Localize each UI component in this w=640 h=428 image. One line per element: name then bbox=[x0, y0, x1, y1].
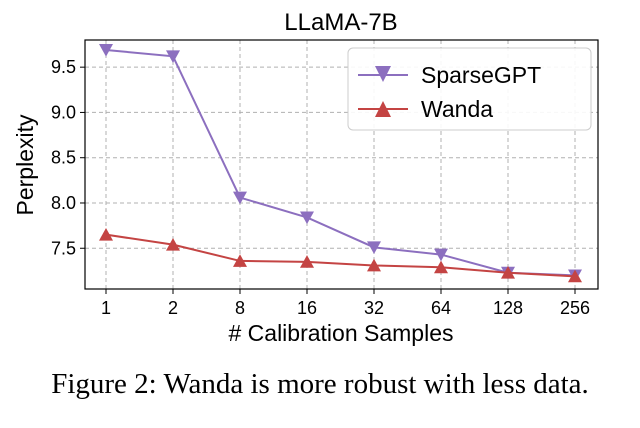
x-tick-label: 8 bbox=[235, 298, 245, 318]
data-point-sparsegpt bbox=[99, 44, 113, 57]
legend-label-sparsegpt: SparseGPT bbox=[421, 62, 541, 88]
data-point-wanda bbox=[99, 228, 113, 241]
x-tick-label: 32 bbox=[364, 298, 384, 318]
y-tick-label: 9.0 bbox=[51, 102, 76, 122]
data-point-wanda bbox=[300, 255, 314, 268]
series-line-wanda bbox=[105, 233, 576, 278]
legend-marker-wanda bbox=[375, 101, 391, 117]
x-tick-label: 128 bbox=[493, 298, 523, 318]
chart: 1 2 8 16 32 64 128 256 7.58.08.59.09.5 LLaMA-7B… bbox=[12, 9, 599, 346]
x-tick-label: 64 bbox=[431, 298, 451, 318]
y-tick-label: 8.0 bbox=[51, 193, 76, 213]
data-point-sparsegpt bbox=[233, 191, 247, 205]
figure-caption: Figure 2: Wanda is more robust with less… bbox=[51, 368, 589, 400]
legend-box bbox=[347, 47, 592, 131]
series-layer bbox=[99, 44, 582, 283]
series-line-sparsegpt bbox=[105, 48, 576, 277]
chart-title: LLaMA-7B bbox=[284, 9, 397, 36]
x-axis-ticks: 1 2 8 16 32 64 128 256 bbox=[101, 289, 590, 318]
x-tick-label: 1 bbox=[101, 298, 111, 318]
data-point-wanda bbox=[166, 237, 180, 251]
x-tick-label: 256 bbox=[560, 298, 590, 318]
data-point-wanda bbox=[367, 258, 381, 272]
x-tick-label: 2 bbox=[168, 298, 178, 318]
plot-frame bbox=[84, 39, 599, 290]
x-tick-label: 16 bbox=[297, 298, 317, 318]
data-point-sparsegpt bbox=[434, 248, 448, 262]
legend: SparseGPT Wanda bbox=[347, 47, 592, 131]
data-point-wanda bbox=[233, 254, 247, 267]
y-axis-label: Perplexity bbox=[12, 114, 38, 215]
y-tick-label: 8.5 bbox=[51, 148, 76, 168]
legend-label-wanda: Wanda bbox=[421, 96, 493, 122]
data-point-sparsegpt bbox=[166, 50, 180, 63]
legend-marker-sparsegpt bbox=[375, 66, 391, 82]
data-point-sparsegpt bbox=[300, 211, 314, 225]
y-tick-label: 7.5 bbox=[51, 238, 76, 258]
data-point-sparsegpt bbox=[367, 241, 381, 254]
y-tick-label: 9.5 bbox=[51, 57, 76, 77]
x-axis-label: # Calibration Samples bbox=[228, 320, 453, 346]
data-point-wanda bbox=[434, 260, 448, 274]
y-axis-ticks: 7.5 8.0 8.5 9.0 9.5 bbox=[51, 57, 85, 258]
data-point-wanda bbox=[568, 269, 582, 283]
data-point-wanda bbox=[501, 266, 515, 279]
